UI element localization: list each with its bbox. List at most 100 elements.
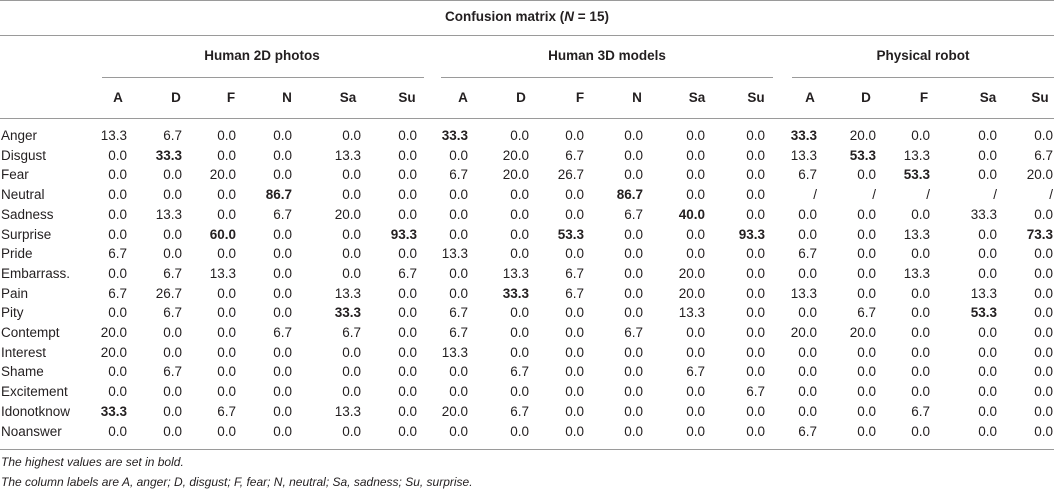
table-cell: 0.0 <box>108 423 127 439</box>
table-cell: 0.0 <box>686 384 705 400</box>
table-cell: 0.0 <box>565 423 584 439</box>
table-cell: 33.3 <box>970 206 997 222</box>
row-label: Shame <box>1 364 44 380</box>
table-cell: 13.3 <box>155 206 182 222</box>
table-cell: 6.7 <box>449 167 468 183</box>
table-cell: 13.3 <box>790 147 817 163</box>
column-header: Sa <box>339 90 357 105</box>
table-cell: 0.0 <box>398 325 417 340</box>
table-cell: 0.0 <box>398 403 417 419</box>
table-cell: 20.0 <box>209 167 236 183</box>
table-cell: 0.0 <box>686 187 705 203</box>
table-row: Pain 6.7 26.7 0.0 0.0 13.3 0.0 0.0 33.3 6.7 0.0 20.… <box>0 284 1054 304</box>
table-cell: 0.0 <box>978 246 997 262</box>
table-cell: 0.0 <box>163 246 182 262</box>
column-header: F <box>226 90 236 105</box>
table-cell: 0.0 <box>746 128 765 143</box>
table-cell: 0.0 <box>686 423 705 439</box>
table-cell: 0.0 <box>217 344 236 360</box>
table-cell: 0.0 <box>857 265 876 281</box>
table-cell: / <box>1049 187 1053 203</box>
table-cell: 0.0 <box>342 246 361 262</box>
table-cell: 6.7 <box>163 265 182 281</box>
table-cell: 20.0 <box>100 344 127 360</box>
table-cell: 0.0 <box>510 206 529 222</box>
table-cell: 0.0 <box>746 246 765 262</box>
table-cell: 0.0 <box>978 167 997 183</box>
table-cell: 0.0 <box>1034 265 1053 281</box>
table-cell: 0.0 <box>911 128 930 143</box>
table-cell: 6.7 <box>798 246 817 262</box>
table-cell: 0.0 <box>510 423 529 439</box>
table-cell: 20.0 <box>441 403 468 419</box>
table-cell: 20.0 <box>849 325 876 340</box>
table-cell: 0.0 <box>108 167 127 183</box>
table-cell: 0.0 <box>108 305 127 321</box>
table-cell: 6.7 <box>163 128 182 143</box>
row-label: Pride <box>1 246 33 262</box>
row-label: Embarrass. <box>1 265 71 281</box>
table-cell: 0.0 <box>217 128 236 143</box>
table-row: Disgust 0.0 33.3 0.0 0.0 13.3 0.0 0.0 20.0 6.7 0.0… <box>0 146 1054 166</box>
table-cell: / <box>993 187 997 203</box>
table-cell: 0.0 <box>978 128 997 143</box>
table-cell: 0.0 <box>510 226 529 242</box>
table-cell: 13.3 <box>100 128 127 143</box>
table-cell: 0.0 <box>978 325 997 340</box>
table-row: Noanswer 0.0 0.0 0.0 0.0 0.0 0.0 0.0 0.0 0.0 0.0 0.… <box>0 422 1054 442</box>
table-cell: 0.0 <box>449 285 468 301</box>
table-cell: 0.0 <box>565 325 584 340</box>
table-cell: 0.0 <box>163 187 182 203</box>
table-cell: 0.0 <box>911 285 930 301</box>
table-cell: 0.0 <box>342 344 361 360</box>
table-cell: 0.0 <box>686 325 705 340</box>
row-label: Contempt <box>1 325 60 340</box>
row-label: Noanswer <box>1 423 62 439</box>
column-header: Su <box>398 90 416 105</box>
table-cell: 0.0 <box>686 147 705 163</box>
table-cell: 0.0 <box>273 246 292 262</box>
row-label: Disgust <box>1 147 47 163</box>
table-cell: 0.0 <box>1034 305 1053 321</box>
header-bottom-rule <box>0 118 1054 119</box>
table-cell: 13.3 <box>903 265 930 281</box>
table-row: Pity 0.0 6.7 0.0 0.0 33.3 0.0 6.7 0.0 0.0 0.0 13.3 0… <box>0 303 1054 323</box>
column-header: F <box>919 90 929 105</box>
table-cell: 0.0 <box>108 147 127 163</box>
table-cell: 0.0 <box>798 403 817 419</box>
row-label: Neutral <box>1 187 45 203</box>
table-cell: 86.7 <box>265 187 292 203</box>
table-row: Shame 0.0 6.7 0.0 0.0 0.0 0.0 0.0 6.7 0.0 0.0 6.7 0.… <box>0 362 1054 382</box>
table-cell: 6.7 <box>273 206 292 222</box>
table-cell: 13.3 <box>502 265 529 281</box>
table-cell: 73.3 <box>1026 226 1053 242</box>
table-row: Sadness 0.0 13.3 0.0 6.7 20.0 0.0 0.0 0.0 0.0 6.7 4… <box>0 205 1054 225</box>
table-cell: 6.7 <box>398 265 417 281</box>
table-cell: 0.0 <box>565 344 584 360</box>
table-cell: 0.0 <box>1034 206 1053 222</box>
table-cell: 0.0 <box>565 384 584 400</box>
table-cell: 6.7 <box>449 325 468 340</box>
table-cell: 0.0 <box>108 226 127 242</box>
table-cell: 20.0 <box>334 206 361 222</box>
table-cell: 0.0 <box>273 384 292 400</box>
table-cell: 0.0 <box>217 285 236 301</box>
table-cell: 0.0 <box>857 285 876 301</box>
table-cell: 0.0 <box>342 226 361 242</box>
table-cell: 13.3 <box>790 285 817 301</box>
table-cell: 0.0 <box>857 206 876 222</box>
row-label: Fear <box>1 167 29 183</box>
table-cell: 40.0 <box>678 206 705 222</box>
table-cell: 0.0 <box>108 384 127 400</box>
table-cell: 0.0 <box>1034 325 1053 340</box>
row-label: Surprise <box>1 226 52 242</box>
table-cell: 0.0 <box>746 206 765 222</box>
table-cell: 6.7 <box>163 305 182 321</box>
table-cell: 93.3 <box>390 226 417 242</box>
table-cell: 6.7 <box>857 305 876 321</box>
table-cell: 0.0 <box>273 285 292 301</box>
table-cell: 0.0 <box>449 147 468 163</box>
table-cell: 6.7 <box>565 285 584 301</box>
table-cell: 0.0 <box>798 265 817 281</box>
group-header-physical-robot: Physical robot <box>876 48 970 63</box>
